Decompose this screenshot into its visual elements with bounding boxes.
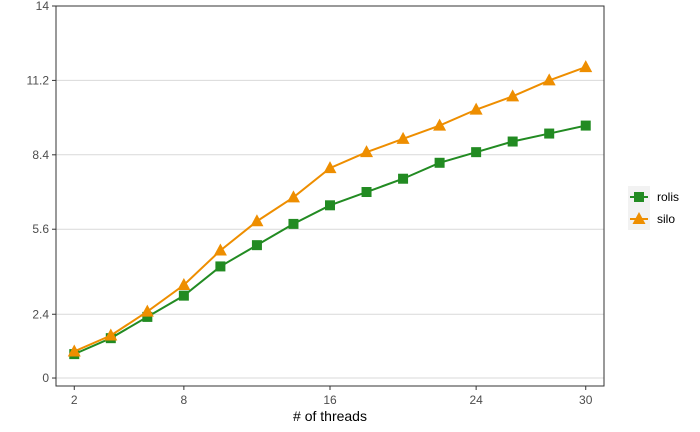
data-point-rolis xyxy=(215,261,226,272)
x-tick-label: 30 xyxy=(579,393,593,407)
data-point-silo xyxy=(542,73,556,86)
series-silo xyxy=(67,60,593,357)
x-axis-title: # of threads xyxy=(293,408,367,424)
data-point-rolis xyxy=(142,311,153,322)
data-point-silo xyxy=(360,145,374,158)
data-point-rolis xyxy=(325,200,335,211)
data-point-silo xyxy=(433,118,447,131)
series-layer xyxy=(67,60,593,360)
data-point-rolis xyxy=(398,173,409,184)
legend-item-silo: silo xyxy=(628,208,675,230)
data-point-rolis xyxy=(361,187,372,198)
x-tick-label: 8 xyxy=(181,393,188,407)
data-point-rolis xyxy=(434,157,445,168)
data-point-rolis xyxy=(544,128,555,139)
x-tick-label: 16 xyxy=(323,393,337,407)
x-axis: 2 8 16 24 30 xyxy=(71,386,593,407)
data-point-silo xyxy=(250,214,264,227)
y-tick-label: 0 xyxy=(42,371,49,385)
data-point-silo xyxy=(213,243,227,256)
x-tick-label: 24 xyxy=(469,393,483,407)
y-tick-label: 8.4 xyxy=(32,148,49,162)
data-point-silo xyxy=(140,304,154,317)
data-point-silo xyxy=(67,344,81,357)
data-point-silo xyxy=(104,328,118,341)
series-rolis xyxy=(69,120,591,360)
data-point-silo xyxy=(579,60,593,73)
legend-item-rolis: rolis xyxy=(628,186,679,208)
data-point-silo xyxy=(286,190,300,203)
y-tick-label: 5.6 xyxy=(32,222,49,236)
y-tick-label: 2.4 xyxy=(32,307,49,321)
legend-label: rolis xyxy=(657,190,679,204)
data-point-rolis xyxy=(580,120,591,131)
data-point-silo xyxy=(323,161,337,174)
data-point-rolis xyxy=(507,136,518,147)
data-point-rolis xyxy=(178,290,189,301)
data-point-silo xyxy=(396,131,410,144)
x-tick-label: 2 xyxy=(71,393,78,407)
legend-key-marker xyxy=(632,212,646,224)
y-tick-label: 11.2 xyxy=(27,73,50,87)
legend-key-marker xyxy=(634,192,644,202)
data-point-silo xyxy=(469,102,483,115)
data-point-silo xyxy=(506,89,520,102)
data-point-rolis xyxy=(251,240,262,251)
data-point-rolis xyxy=(471,147,482,158)
legend-label: silo xyxy=(657,212,675,226)
y-tick-label: 14 xyxy=(36,0,50,13)
y-axis: 0 2.4 5.6 8.4 11.2 14 xyxy=(27,0,56,385)
data-point-silo xyxy=(177,278,191,291)
data-point-rolis xyxy=(288,218,299,229)
legend: rolis silo xyxy=(628,186,679,230)
